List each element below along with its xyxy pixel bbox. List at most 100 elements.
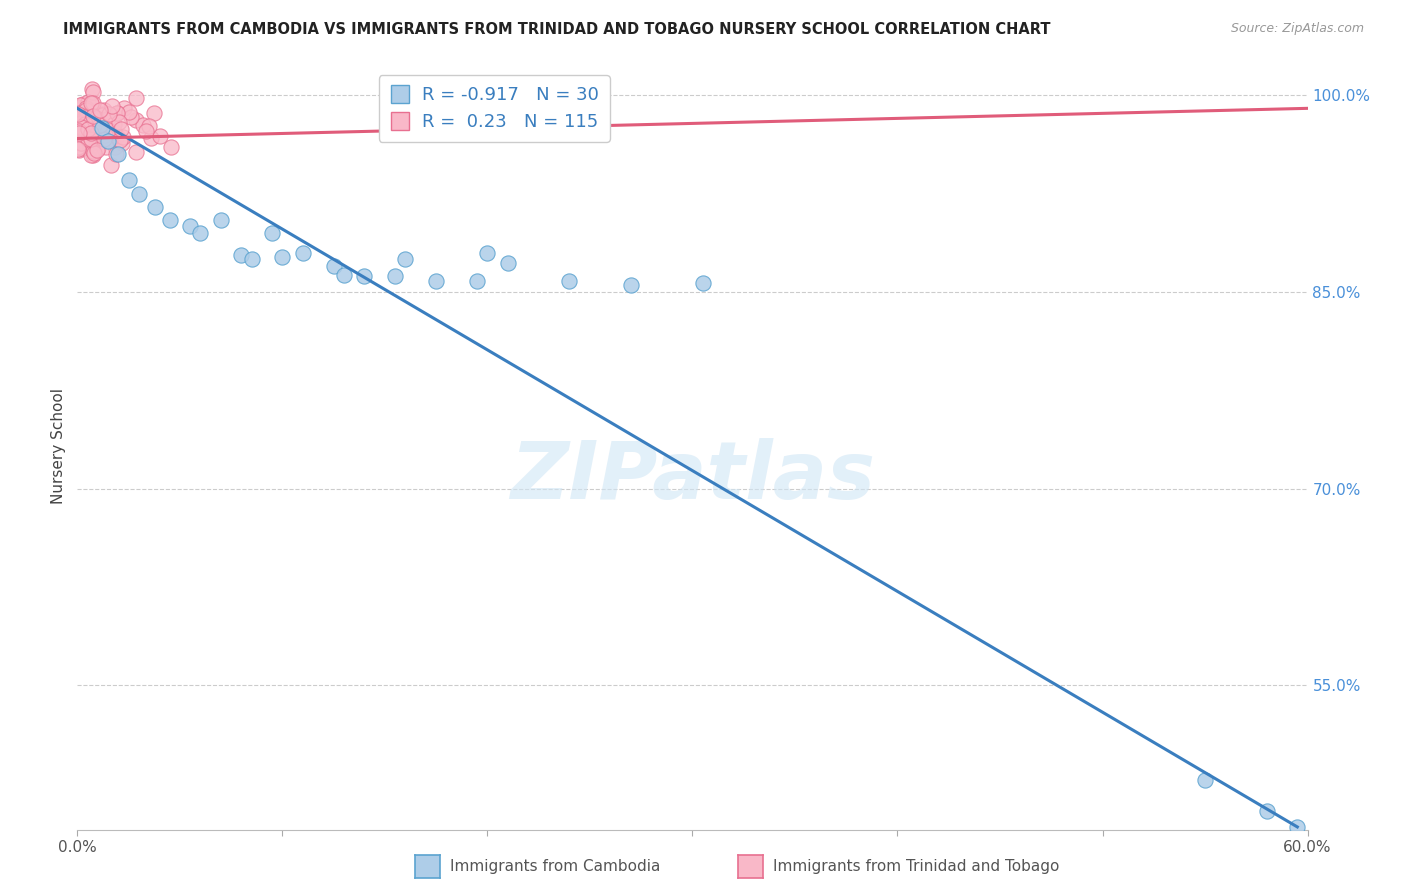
Point bbox=[1286, 820, 1309, 834]
Point bbox=[111, 136, 134, 150]
Point bbox=[77, 135, 100, 149]
Point bbox=[93, 131, 115, 145]
Point bbox=[117, 104, 139, 119]
Point bbox=[110, 122, 132, 136]
Point bbox=[179, 219, 201, 234]
Point bbox=[231, 248, 253, 262]
Point bbox=[75, 109, 97, 123]
Point bbox=[111, 130, 134, 145]
Point bbox=[83, 129, 105, 144]
Point bbox=[86, 117, 108, 131]
Point bbox=[101, 99, 124, 113]
Point bbox=[79, 141, 101, 155]
Point bbox=[125, 91, 148, 105]
Point bbox=[135, 124, 157, 138]
Point bbox=[105, 129, 128, 144]
Point bbox=[67, 106, 90, 120]
Point bbox=[84, 111, 107, 125]
Point bbox=[84, 119, 107, 133]
Point bbox=[80, 96, 103, 111]
Point bbox=[76, 130, 98, 145]
Point bbox=[262, 226, 284, 240]
Point bbox=[96, 112, 118, 126]
Point bbox=[465, 275, 488, 289]
Point bbox=[105, 106, 128, 120]
Point bbox=[124, 145, 146, 159]
Point bbox=[82, 95, 104, 110]
Point bbox=[139, 130, 162, 145]
Point bbox=[80, 127, 103, 141]
Point bbox=[103, 139, 125, 153]
Point bbox=[620, 278, 643, 293]
Point bbox=[322, 259, 344, 273]
Point bbox=[82, 85, 104, 99]
Point bbox=[84, 137, 107, 152]
Point bbox=[143, 200, 166, 214]
Point bbox=[76, 131, 98, 145]
Point bbox=[477, 245, 499, 260]
Point bbox=[271, 250, 294, 264]
Point bbox=[77, 125, 100, 139]
Point bbox=[97, 112, 120, 127]
Point bbox=[87, 141, 110, 155]
Point bbox=[72, 97, 94, 112]
Text: Immigrants from Cambodia: Immigrants from Cambodia bbox=[450, 859, 661, 873]
Point bbox=[105, 106, 128, 120]
Point bbox=[69, 98, 91, 112]
Point bbox=[67, 107, 90, 121]
Point bbox=[80, 127, 103, 141]
Point bbox=[91, 108, 114, 122]
Point bbox=[82, 148, 104, 162]
Point bbox=[77, 136, 100, 150]
Point bbox=[67, 143, 90, 157]
Point bbox=[98, 107, 121, 121]
Point bbox=[353, 269, 375, 284]
Point bbox=[291, 245, 314, 260]
Point bbox=[160, 140, 183, 154]
Point bbox=[103, 117, 125, 131]
Point bbox=[82, 105, 104, 120]
Point bbox=[70, 109, 93, 123]
Point bbox=[1194, 772, 1216, 787]
Point bbox=[89, 107, 111, 121]
Point bbox=[107, 115, 129, 129]
Point bbox=[70, 117, 93, 131]
Point bbox=[75, 117, 97, 131]
Point bbox=[67, 140, 90, 154]
Point bbox=[67, 126, 90, 140]
Point bbox=[94, 140, 117, 154]
Text: ZIPatlas: ZIPatlas bbox=[510, 438, 875, 516]
Text: Immigrants from Trinidad and Tobago: Immigrants from Trinidad and Tobago bbox=[773, 859, 1060, 873]
Point bbox=[86, 124, 108, 138]
Y-axis label: Nursery School: Nursery School bbox=[51, 388, 66, 504]
Point bbox=[77, 122, 100, 136]
Point bbox=[83, 146, 105, 161]
Point bbox=[100, 124, 122, 138]
Point bbox=[333, 268, 356, 282]
Point bbox=[89, 103, 111, 117]
Point bbox=[125, 113, 148, 128]
Point bbox=[100, 131, 122, 145]
Point bbox=[94, 133, 117, 147]
Point bbox=[89, 118, 111, 132]
Point bbox=[159, 212, 181, 227]
Point bbox=[128, 186, 150, 201]
Point bbox=[558, 275, 581, 289]
Point bbox=[80, 117, 103, 131]
Point bbox=[79, 96, 101, 111]
Point bbox=[84, 120, 107, 135]
Point bbox=[75, 112, 97, 127]
Point bbox=[103, 124, 125, 138]
Point bbox=[76, 113, 98, 128]
Point bbox=[132, 118, 155, 132]
Point bbox=[117, 173, 139, 187]
Point bbox=[100, 158, 122, 172]
Point bbox=[496, 256, 519, 270]
Point bbox=[82, 144, 104, 158]
Point bbox=[67, 100, 90, 114]
Point bbox=[82, 111, 104, 125]
Text: Source: ZipAtlas.com: Source: ZipAtlas.com bbox=[1230, 22, 1364, 36]
Point bbox=[103, 125, 125, 139]
Point bbox=[107, 147, 129, 161]
Point bbox=[89, 122, 111, 136]
